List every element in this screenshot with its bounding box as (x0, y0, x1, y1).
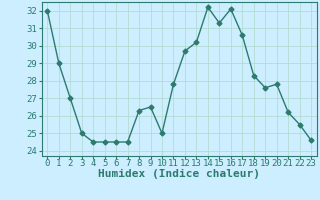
X-axis label: Humidex (Indice chaleur): Humidex (Indice chaleur) (98, 169, 260, 179)
